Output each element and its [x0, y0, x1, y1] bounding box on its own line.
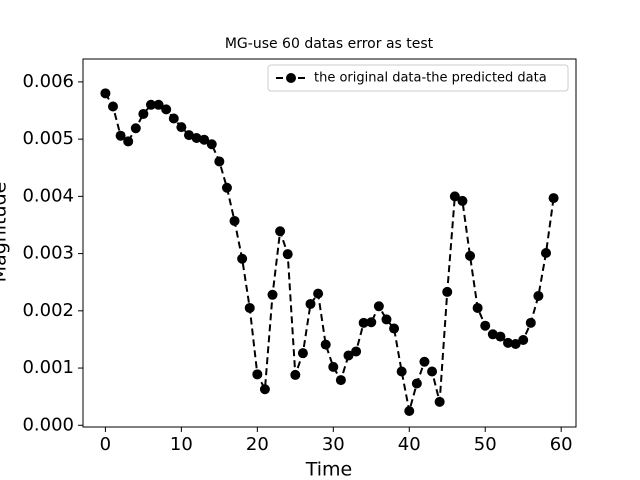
data-point	[495, 331, 506, 342]
y-tick-label: 0.003	[22, 243, 74, 264]
data-point	[465, 250, 476, 261]
x-tick-label: 20	[246, 434, 269, 455]
x-tick-label: 30	[322, 434, 345, 455]
data-point	[457, 195, 468, 206]
y-tick-label: 0.006	[22, 71, 74, 92]
data-point	[115, 130, 126, 141]
data-point	[305, 298, 316, 309]
y-tick-label: 0.004	[22, 185, 74, 206]
legend-box	[267, 64, 569, 92]
data-point	[199, 134, 210, 145]
data-point	[206, 139, 217, 150]
y-tick-label: 0.000	[22, 414, 74, 435]
data-point	[419, 356, 430, 367]
data-point	[396, 366, 407, 377]
x-axis-label: Time	[305, 459, 353, 480]
plot-frame	[82, 58, 577, 428]
y-axis-label: Magnitude	[0, 182, 11, 283]
data-point	[533, 290, 544, 301]
data-point	[442, 286, 453, 297]
y-tick-label: 0.001	[22, 357, 74, 378]
data-point	[176, 122, 187, 133]
legend-label: the original data-the predicted data	[314, 71, 547, 86]
data-point	[503, 337, 514, 348]
data-point	[548, 193, 559, 204]
data-point	[145, 99, 156, 110]
data-point	[335, 375, 346, 386]
data-point	[404, 405, 415, 416]
data-point	[449, 191, 460, 202]
data-point	[297, 348, 308, 359]
data-point	[320, 339, 331, 350]
data-point	[138, 108, 149, 119]
y-tick-label: 0.002	[22, 300, 74, 321]
data-point	[252, 369, 263, 380]
data-point	[358, 317, 369, 328]
data-point	[389, 323, 400, 334]
data-point	[434, 396, 445, 407]
data-point	[130, 123, 141, 134]
data-point	[168, 113, 179, 124]
data-point	[275, 226, 286, 237]
legend-marker	[286, 73, 296, 83]
data-point	[525, 317, 536, 328]
data-point	[237, 253, 248, 264]
x-tick-label: 50	[474, 434, 497, 455]
data-point	[183, 130, 194, 141]
y-tick-label: 0.005	[22, 128, 74, 149]
data-point	[100, 88, 111, 99]
data-point	[282, 249, 293, 260]
data-point	[108, 101, 119, 112]
data-point	[540, 248, 551, 259]
chart-title: MG-use 60 datas error as test	[225, 36, 434, 52]
data-point	[427, 366, 438, 377]
data-point	[328, 361, 339, 372]
data-point	[221, 182, 232, 193]
data-point	[123, 136, 134, 147]
data-point	[472, 302, 483, 313]
data-line	[104, 92, 555, 412]
x-tick-label: 0	[100, 434, 111, 455]
x-tick-label: 60	[550, 434, 573, 455]
x-tick-label: 40	[398, 434, 421, 455]
x-tick-label: 10	[170, 434, 193, 455]
data-point	[313, 288, 324, 299]
data-point	[191, 132, 202, 143]
data-point	[161, 104, 172, 115]
data-point	[229, 215, 240, 226]
data-point	[244, 302, 255, 313]
data-point	[153, 99, 164, 110]
data-point	[510, 339, 521, 350]
data-point	[343, 350, 354, 361]
data-point	[480, 320, 491, 331]
data-point	[373, 301, 384, 312]
data-point	[411, 378, 422, 389]
data-point	[290, 369, 301, 380]
data-point	[487, 329, 498, 340]
data-point	[351, 346, 362, 357]
data-point	[214, 156, 225, 167]
data-point	[366, 317, 377, 328]
data-point	[518, 335, 529, 346]
data-point	[267, 289, 278, 300]
data-point	[259, 384, 270, 395]
data-point	[381, 314, 392, 325]
